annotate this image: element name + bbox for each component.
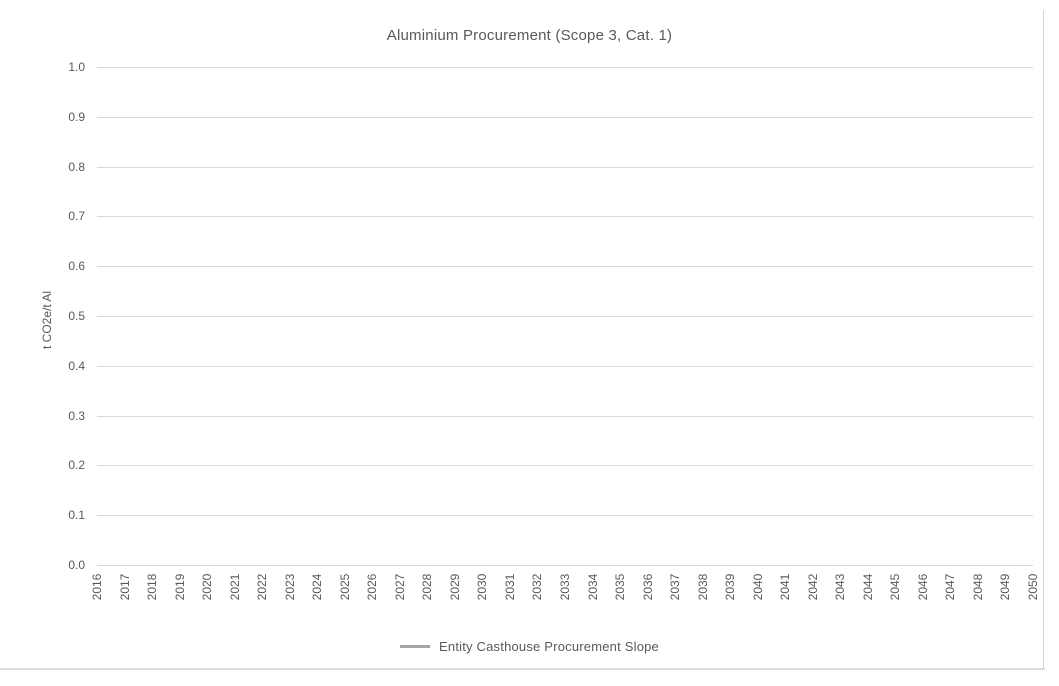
x-tick-label: 2045 xyxy=(888,573,903,601)
x-tick-label: 2016 xyxy=(90,573,104,601)
x-tick-label: 2044 xyxy=(860,573,875,601)
y-tick-label: 0.2 xyxy=(68,458,85,473)
x-tick-label: 2018 xyxy=(145,573,160,601)
x-tick-label: 2034 xyxy=(585,573,600,601)
y-tick-label: 0.3 xyxy=(68,408,85,423)
x-tick-label: 2028 xyxy=(420,573,435,601)
gridline xyxy=(97,365,1033,367)
x-tick-label: 2038 xyxy=(695,573,710,601)
x-tick-label: 2040 xyxy=(750,573,765,601)
x-tick-label: 2023 xyxy=(282,573,297,601)
legend-series-label: Entity Casthouse Procurement Slope xyxy=(439,639,659,654)
x-tick-label: 2042 xyxy=(805,573,820,601)
x-tick-label: 2032 xyxy=(530,573,545,601)
x-tick-label: 2043 xyxy=(833,573,848,601)
x-tick-label: 2036 xyxy=(640,573,655,601)
x-tick-label: 2017 xyxy=(117,573,132,601)
x-tick-label: 2029 xyxy=(447,573,462,601)
gridline xyxy=(97,515,1033,517)
gridline xyxy=(97,216,1033,218)
y-tick-label: 0.6 xyxy=(68,259,85,274)
chart-title: Aluminium Procurement (Scope 3, Cat. 1) xyxy=(386,27,673,44)
y-tick-label: 0.8 xyxy=(68,159,85,174)
x-tick-label: 2033 xyxy=(558,573,572,601)
x-tick-label: 2027 xyxy=(392,573,407,601)
gridline xyxy=(97,415,1033,417)
gridline xyxy=(97,565,1033,566)
y-tick-label: 0.4 xyxy=(68,358,85,373)
gridline xyxy=(97,465,1033,467)
x-tick-label: 2019 xyxy=(172,573,187,601)
y-tick-label: 0.0 xyxy=(68,558,85,572)
x-tick-label: 2047 xyxy=(943,573,958,601)
pane-border-bottom xyxy=(0,668,1045,670)
x-tick-label: 2046 xyxy=(915,573,930,601)
gridline xyxy=(97,116,1033,118)
y-tick-label: 1.0 xyxy=(68,60,85,74)
x-tick-label: 2031 xyxy=(502,573,517,601)
x-tick-label: 2041 xyxy=(778,573,793,601)
y-tick-label: 0.5 xyxy=(68,309,85,323)
y-tick-label: 0.1 xyxy=(68,508,85,523)
x-tick-label: 2048 xyxy=(970,573,985,601)
x-tick-label: 2020 xyxy=(200,573,215,601)
x-tick-label: 2049 xyxy=(998,573,1013,601)
y-tick-label: 0.7 xyxy=(68,209,85,224)
x-tick-label: 2037 xyxy=(668,573,683,601)
legend-line-marker-icon xyxy=(400,645,431,648)
x-tick-label: 2030 xyxy=(475,573,490,601)
x-tick-label: 2039 xyxy=(723,573,738,601)
x-tick-label: 2050 xyxy=(1026,573,1040,601)
pane-border-right xyxy=(1043,10,1044,669)
x-tick-label: 2025 xyxy=(337,573,352,601)
x-tick-label: 2024 xyxy=(310,573,325,601)
y-tick-label: 0.9 xyxy=(68,109,85,124)
legend: Entity Casthouse Procurement Slope xyxy=(0,639,1059,654)
x-tick-label: 2035 xyxy=(613,573,628,601)
plot-area xyxy=(97,67,1033,566)
x-tick-label: 2022 xyxy=(255,573,270,601)
x-tick-label: 2021 xyxy=(227,573,242,601)
gridline xyxy=(97,67,1033,68)
x-tick-label: 2026 xyxy=(365,573,380,601)
gridline xyxy=(97,316,1033,317)
gridline xyxy=(97,266,1033,268)
gridline xyxy=(97,166,1033,168)
